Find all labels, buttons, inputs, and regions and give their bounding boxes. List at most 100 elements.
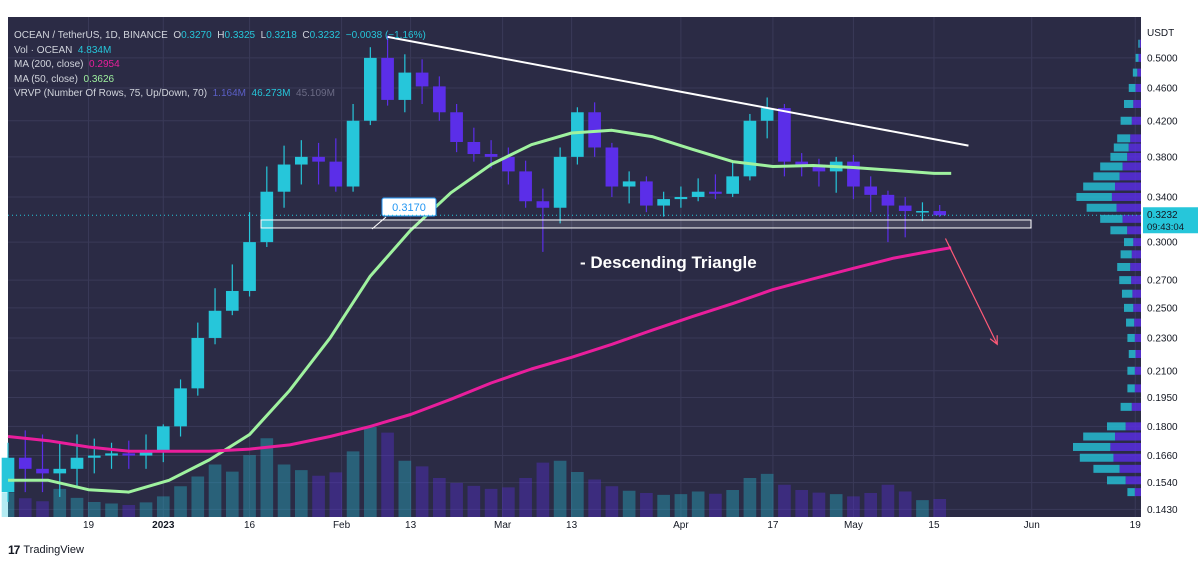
candle-body (87, 455, 101, 458)
price-axis[interactable]: USDT 0.5000 0.4600 0.4200 0.3800 0.3400 0.3000… (1141, 17, 1200, 517)
volume-bar (743, 478, 757, 517)
volume-bar (87, 502, 101, 517)
candle-body (191, 337, 205, 389)
candle-body (484, 154, 498, 157)
time-axis[interactable]: 19 2023 16 Feb 13 Mar 13 Apr 17 May 15 Jun 19 (8, 517, 1141, 531)
legend-vrvp-row[interactable]: VRVP (Number Of Rows, 75, Up/Down, 70) 1… (14, 87, 426, 102)
y-tick-label: 0.1800 (1147, 422, 1178, 433)
volume-bar (191, 476, 205, 517)
volume-bar (398, 460, 412, 517)
candle-body (364, 57, 377, 121)
legend-open-label: O (173, 30, 182, 41)
volume-profile-up (1127, 366, 1135, 375)
volume-profile-down (1114, 432, 1141, 441)
candle-body (398, 72, 412, 100)
volume-profile-down (1131, 116, 1141, 125)
legend-close-value: 0.3232 (309, 30, 341, 41)
volume-bar (553, 460, 567, 517)
volume-profile-down (1135, 349, 1141, 358)
chart-legend: OCEAN / TetherUS, 1D, BINANCE O0.3270 H0… (14, 29, 426, 102)
volume-bar (898, 491, 912, 517)
volume-profile-up (1126, 318, 1135, 327)
volume-profile-down (1119, 172, 1141, 181)
volume-profile-down (1137, 68, 1141, 77)
candle-body (657, 199, 670, 206)
legend-ma50-row[interactable]: MA (50, close) 0.3626 (14, 73, 426, 88)
volume-profile-up (1128, 83, 1136, 92)
descending-trendline (387, 35, 969, 147)
candle-body (519, 171, 532, 202)
legend-close-label: C (302, 30, 310, 41)
volume-bar (294, 470, 308, 517)
volume-profile-up (1124, 303, 1134, 312)
volume-bar (726, 490, 739, 517)
volume-profile-up (1110, 226, 1128, 235)
volume-profile-down (1131, 250, 1141, 259)
volume-bar (691, 491, 705, 517)
volume-profile-up (1127, 488, 1135, 497)
volume-bar (502, 487, 515, 517)
volume-profile-down (1114, 182, 1141, 191)
candle-body (812, 164, 826, 172)
volume-bar (881, 484, 895, 517)
ma200-line (7, 246, 952, 453)
projection-arrow-head (989, 335, 998, 346)
volume-profile-up (1120, 116, 1132, 125)
volume-bar (657, 494, 670, 517)
volume-bar (812, 492, 826, 517)
volume-bar (484, 488, 498, 517)
candle-body (381, 57, 394, 100)
volume-bar (208, 464, 222, 517)
volume-profile-down (1128, 143, 1141, 152)
volume-profile-up (1107, 476, 1126, 485)
volume-profile-down (1134, 384, 1141, 393)
x-tick-label: 19 (1130, 520, 1142, 531)
volume-profile-up (1128, 349, 1136, 358)
x-tick-label: 13 (405, 520, 417, 531)
volume-bar (588, 479, 601, 517)
y-tick-label: 0.2100 (1147, 366, 1178, 377)
candle-body (174, 388, 187, 427)
volume-bar (1, 492, 15, 517)
y-tick-label: 0.5000 (1147, 53, 1178, 64)
legend-ma50-label: MA (50, close) (14, 73, 78, 85)
last-price-badge (1143, 207, 1198, 234)
volume-profile-up (1100, 214, 1123, 223)
x-tick-label: 16 (244, 520, 256, 531)
x-tick-label: 2023 (152, 520, 175, 531)
support-zone (260, 219, 1032, 229)
candle-body (726, 176, 739, 194)
legend-volume-row[interactable]: Vol · OCEAN 4.834M (14, 44, 426, 59)
candle-body (502, 156, 515, 172)
volume-profile-up (1119, 276, 1132, 285)
volume-profile-down (1130, 263, 1141, 271)
last-price-label: 0.3232 (1147, 210, 1178, 221)
footer-branding[interactable]: 17 TradingView (8, 543, 84, 557)
legend-symbol[interactable]: OCEAN / TetherUS, 1D, BINANCE (14, 30, 168, 41)
candle-body (881, 194, 895, 206)
volume-bar (139, 502, 153, 517)
candle-body (122, 453, 136, 456)
candle-body (864, 186, 878, 195)
volume-bar (156, 496, 170, 517)
legend-open-value: 0.3270 (181, 30, 212, 41)
volume-profile-down (1110, 442, 1141, 451)
x-tick-label: 15 (928, 520, 940, 531)
y-tick-label: 0.3000 (1147, 238, 1178, 249)
callout-pointer (371, 216, 387, 230)
candle-body (605, 147, 619, 187)
y-tick-label: 0.1540 (1147, 478, 1178, 489)
support-callout-box (381, 197, 437, 217)
volume-profile-up (1117, 263, 1131, 271)
candle-body (640, 181, 653, 206)
candle-body (53, 468, 67, 474)
volume-bar (277, 464, 291, 517)
candlesticks[interactable] (1, 35, 947, 502)
candle-body (294, 156, 308, 165)
volume-profile-down (1134, 488, 1141, 497)
legend-ma200-row[interactable]: MA (200, close) 0.2954 (14, 58, 426, 73)
tradingview-logo-icon: 17 (8, 543, 20, 557)
volume-profile-down (1125, 422, 1141, 431)
volume-bar (36, 501, 49, 517)
